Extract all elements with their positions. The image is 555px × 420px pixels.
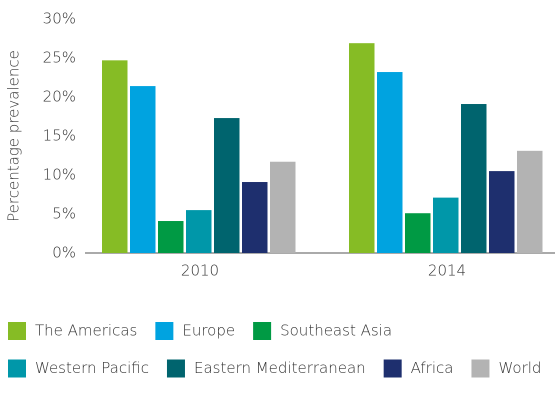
- x-tick-label: 2014: [428, 262, 466, 280]
- legend-label: Africa: [411, 359, 454, 377]
- legend-swatch: [471, 359, 490, 378]
- legend-swatch: [155, 322, 174, 340]
- y-tick-label: 25%: [43, 49, 76, 67]
- bar: [405, 213, 431, 253]
- bar: [102, 60, 128, 254]
- legend-label: Southeast Asia: [280, 322, 392, 340]
- bar: [270, 161, 296, 253]
- legend-label: World: [498, 359, 541, 377]
- bar: [377, 72, 403, 253]
- bar: [186, 210, 212, 253]
- bar: [461, 104, 487, 254]
- legend-swatch: [166, 359, 185, 378]
- y-axis-label: Percentage prevalence: [5, 50, 23, 222]
- bar: [349, 43, 375, 254]
- legend-swatch: [8, 322, 26, 340]
- y-tick-label: 20%: [43, 88, 76, 106]
- legend-swatch: [383, 359, 402, 378]
- y-tick-label: 30%: [43, 10, 76, 28]
- bar: [214, 118, 240, 253]
- y-tick-label: 10%: [43, 166, 76, 184]
- y-tick-label: 15%: [43, 127, 76, 145]
- x-tick-label: 2010: [181, 262, 219, 280]
- legend-swatch: [8, 359, 26, 378]
- bar: [489, 171, 515, 253]
- bar: [242, 182, 268, 253]
- bar: [517, 150, 543, 253]
- bar: [158, 221, 184, 253]
- y-tick-label: 5%: [52, 205, 76, 223]
- y-tick-label: 0%: [52, 244, 76, 262]
- legend-label: The Americas: [35, 322, 137, 340]
- legend-label: Europe: [182, 322, 235, 340]
- bar: [130, 86, 156, 253]
- legend-label: Western Pacific: [35, 359, 149, 377]
- legend-swatch: [253, 322, 272, 340]
- legend-label: Eastern Mediterranean: [194, 359, 366, 377]
- bar: [433, 197, 459, 253]
